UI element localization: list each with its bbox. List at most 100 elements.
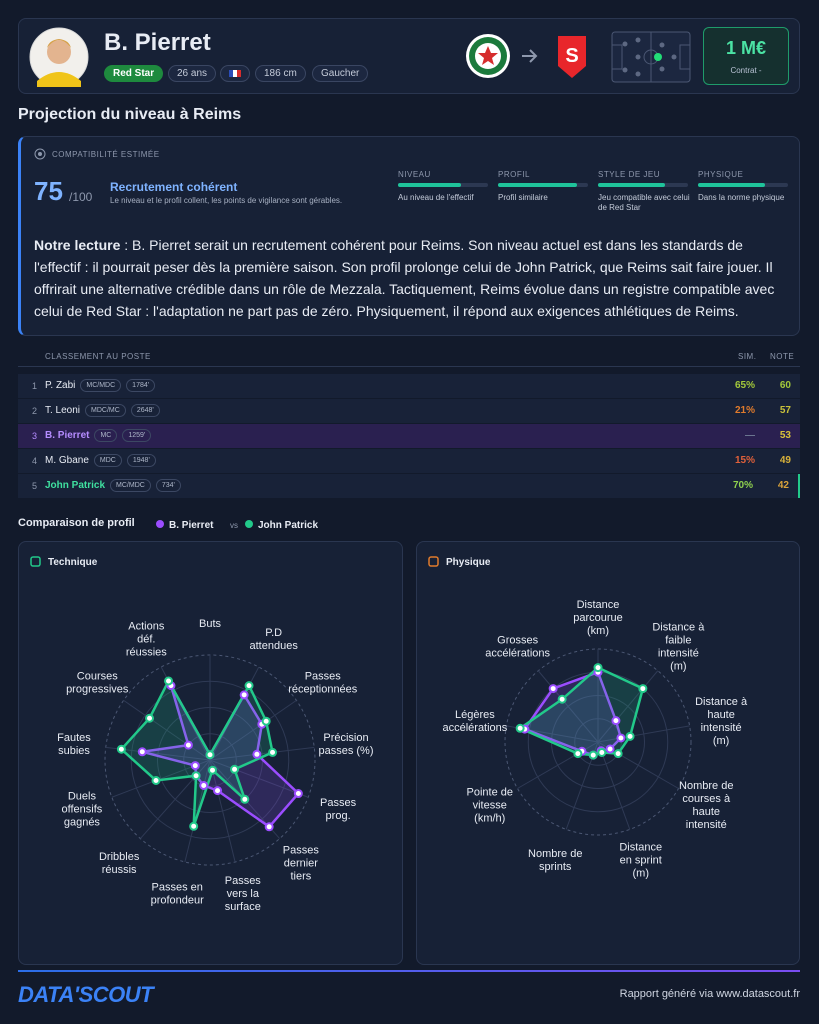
criterion-bar bbox=[398, 183, 461, 187]
note: 53 bbox=[779, 430, 791, 441]
verdict-desc: Le niveau et le profil collent, les poin… bbox=[110, 196, 343, 205]
radar-point bbox=[613, 749, 623, 759]
axis-label: Distance à faible intensité (m) bbox=[652, 622, 705, 673]
axis-label: Buts bbox=[199, 618, 222, 630]
minutes-pill: 1259' bbox=[122, 428, 152, 442]
ranking-rule bbox=[18, 366, 800, 367]
fee: 1 M€ bbox=[725, 38, 767, 58]
reading-lead: Notre lecture bbox=[34, 237, 121, 253]
radar-point bbox=[205, 750, 215, 760]
reading-text: : B. Pierret serait un recrutement cohér… bbox=[34, 237, 775, 319]
radar-point bbox=[515, 723, 525, 733]
rank: 4 bbox=[32, 456, 38, 466]
age-chip: 26 ans bbox=[168, 65, 217, 82]
minutes-pill: 2648' bbox=[130, 403, 160, 417]
criterion-text: Dans la norme physique bbox=[698, 193, 785, 202]
similarity: 65% bbox=[734, 380, 755, 391]
radar-point bbox=[164, 676, 174, 686]
player: John Patrick MC/MDC 734' bbox=[45, 474, 181, 498]
radar-point bbox=[230, 764, 240, 774]
axis-label: Distance parcourue (km) bbox=[573, 599, 623, 637]
compat-card bbox=[18, 136, 800, 336]
radar-point bbox=[189, 821, 199, 831]
note: 49 bbox=[779, 455, 791, 466]
spoke bbox=[537, 670, 599, 743]
radar-point bbox=[605, 744, 615, 754]
player-name: T. Leoni bbox=[45, 405, 81, 416]
spoke bbox=[184, 759, 211, 863]
radar-point bbox=[183, 740, 193, 750]
note: 42 bbox=[777, 480, 789, 491]
player: T. Leoni MDC/MC 2648' bbox=[45, 399, 160, 423]
radar-point bbox=[611, 716, 621, 726]
radar-point bbox=[588, 750, 598, 760]
player-name: John Patrick bbox=[45, 480, 106, 491]
axis-label: Distance à haute intensité (m) bbox=[695, 696, 748, 747]
flag-chip bbox=[220, 65, 250, 82]
player-name: B. Pierret bbox=[104, 29, 211, 56]
radar-point bbox=[116, 744, 126, 754]
spoke bbox=[209, 746, 315, 761]
club-chip: Red Star bbox=[104, 65, 164, 82]
player: B. Pierret MC 1259' bbox=[45, 424, 152, 448]
position-pill: MC bbox=[94, 428, 118, 442]
compat-label: COMPATIBILITÉ ESTIMÉE bbox=[52, 150, 160, 159]
axis-label: Précision passes (%) bbox=[318, 732, 373, 757]
radar-point bbox=[557, 694, 567, 704]
axis-label: Duels offensifs gagnés bbox=[62, 791, 103, 829]
criterion-text: Profil similaire bbox=[498, 193, 548, 202]
minutes-pill: 1948' bbox=[126, 453, 156, 467]
foot-chip: Gaucher bbox=[312, 65, 369, 82]
footer-logo: DATA'SCOUT bbox=[18, 982, 154, 1007]
position-pill: MDC bbox=[93, 453, 122, 467]
radar-point bbox=[638, 684, 648, 694]
radar-point bbox=[190, 761, 200, 771]
criterion-label: PROFIL bbox=[498, 170, 530, 179]
radar-point bbox=[213, 786, 223, 796]
note: 60 bbox=[779, 380, 791, 391]
rank: 3 bbox=[32, 431, 38, 441]
col-note: NOTE bbox=[770, 352, 795, 361]
player-name: P. Zabi bbox=[45, 380, 76, 391]
axis-label: Dribbles réussis bbox=[99, 851, 140, 876]
minutes-pill: 734' bbox=[155, 478, 181, 492]
criterion-text: Au niveau de l'effectif bbox=[398, 193, 474, 202]
rank: 1 bbox=[32, 381, 38, 391]
radar-point bbox=[239, 690, 249, 700]
section-title: Projection du niveau à Reims bbox=[18, 106, 242, 123]
axis-label: Fautes subies bbox=[57, 732, 91, 757]
position-pill: MC/MDC bbox=[110, 478, 151, 492]
avatar bbox=[29, 27, 89, 87]
similarity: — bbox=[745, 430, 755, 441]
note: 57 bbox=[779, 405, 791, 416]
spoke bbox=[123, 699, 211, 761]
similarity: 15% bbox=[734, 455, 755, 466]
radar-point bbox=[616, 733, 626, 743]
comparison-title: Comparaison de profil bbox=[18, 517, 135, 529]
radar-point bbox=[625, 731, 635, 741]
radar-point bbox=[145, 713, 155, 723]
axis-label: Légères accélérations bbox=[442, 709, 507, 734]
radar-point bbox=[597, 747, 607, 757]
radar-point bbox=[573, 749, 583, 759]
radar-point bbox=[240, 794, 250, 804]
rank: 5 bbox=[32, 481, 38, 491]
ranking-row: 2 T. Leoni MDC/MC 2648' 21% 57 bbox=[18, 399, 800, 423]
footer-rule bbox=[18, 970, 800, 972]
spoke bbox=[209, 699, 297, 761]
criterion-bar bbox=[698, 183, 765, 187]
legend-swatch bbox=[156, 520, 164, 528]
radar-point bbox=[244, 681, 254, 691]
chart-title: Technique bbox=[48, 557, 98, 568]
axis-label: Pointe de vitesse (km/h) bbox=[467, 787, 513, 825]
legend-swatch bbox=[245, 520, 253, 528]
criterion-label: NIVEAU bbox=[398, 170, 431, 179]
axis-label: Passes vers la surface bbox=[225, 875, 262, 913]
radar-point bbox=[268, 747, 278, 757]
radar-point bbox=[191, 771, 201, 781]
ranking-row: 1 P. Zabi MC/MDC 1784' 65% 60 bbox=[18, 374, 800, 398]
legend-label: John Patrick bbox=[258, 520, 318, 531]
comparison-legend: B. Pierret vs John Patrick bbox=[156, 520, 318, 531]
axis-label: Grosses accélérations bbox=[485, 635, 550, 660]
col-sim: SIM. bbox=[738, 352, 757, 361]
